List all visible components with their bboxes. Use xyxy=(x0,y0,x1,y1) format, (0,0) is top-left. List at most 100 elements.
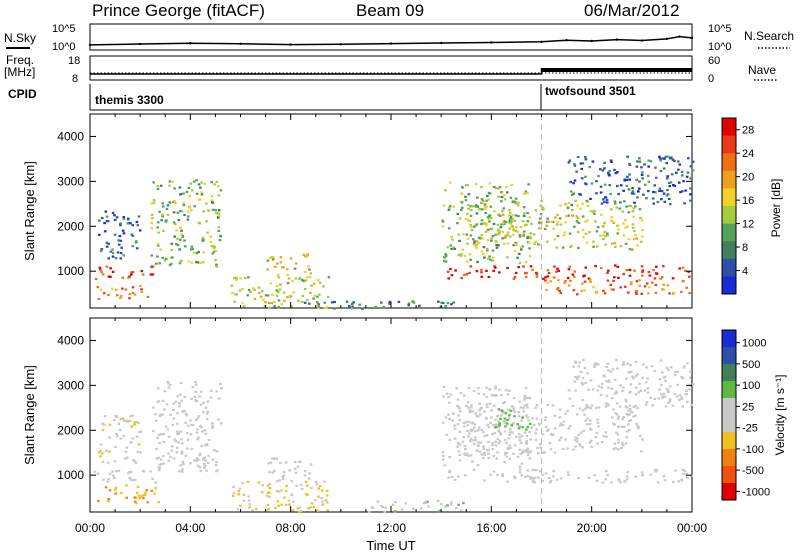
echo-cell xyxy=(494,418,497,421)
echo-cell xyxy=(677,168,680,171)
echo-cell xyxy=(581,215,585,218)
echo-cell xyxy=(641,438,644,441)
echo-cell xyxy=(522,214,526,217)
echo-cell xyxy=(464,453,467,456)
echo-cell xyxy=(592,285,595,289)
echo-cell xyxy=(101,273,105,276)
echo-cell xyxy=(213,183,216,186)
echo-cell xyxy=(277,490,281,493)
echo-cell xyxy=(566,205,570,208)
echo-cell xyxy=(640,450,643,453)
echo-cell xyxy=(131,437,135,440)
echo-cell xyxy=(508,214,511,217)
echo-cell xyxy=(151,217,154,220)
echo-cell xyxy=(310,502,314,505)
nsearch-tick-bottom: 10^0 xyxy=(708,41,732,53)
echo-cell xyxy=(133,293,137,296)
echo-cell xyxy=(603,221,606,224)
echo-cell xyxy=(680,397,684,400)
echo-cell xyxy=(419,507,423,510)
y-tick-label: 4000 xyxy=(57,333,84,347)
echo-cell xyxy=(576,155,580,159)
echo-cell xyxy=(140,270,144,273)
echo-cell xyxy=(172,457,176,460)
echo-cell xyxy=(685,472,688,475)
echo-cell xyxy=(108,423,112,426)
echo-cell xyxy=(466,424,470,427)
echo-cell xyxy=(204,406,208,409)
echo-cell xyxy=(469,437,473,441)
echo-cell xyxy=(545,224,549,227)
echo-cell xyxy=(467,420,471,423)
echo-cell xyxy=(652,269,655,272)
echo-cell xyxy=(613,168,616,171)
echo-cell xyxy=(575,170,578,173)
echo-cell xyxy=(177,441,180,444)
echo-cell xyxy=(447,227,451,230)
echo-cell xyxy=(471,238,475,241)
echo-cell xyxy=(115,470,118,473)
echo-cell xyxy=(275,289,279,292)
y-tick-label: 4000 xyxy=(57,129,84,143)
echo-cell xyxy=(596,226,600,229)
y-tick-label: 3000 xyxy=(57,378,84,392)
echo-cell xyxy=(645,401,649,404)
echo-cell xyxy=(459,443,462,446)
echo-cell xyxy=(141,273,145,276)
echo-cell xyxy=(641,228,644,232)
echo-cell xyxy=(253,288,256,291)
echo-cell xyxy=(635,292,638,295)
echo-cell xyxy=(181,460,185,464)
echo-cell xyxy=(477,426,481,429)
echo-cell xyxy=(638,157,641,160)
echo-cell xyxy=(204,432,207,435)
echo-cell xyxy=(683,365,686,368)
echo-cell xyxy=(490,394,494,397)
echo-cell xyxy=(318,485,322,488)
echo-cell xyxy=(552,227,555,230)
echo-cell xyxy=(475,414,478,417)
echo-cell xyxy=(533,481,536,484)
echo-cell xyxy=(528,397,532,400)
echo-cell xyxy=(512,452,515,455)
echo-cell xyxy=(647,270,651,274)
echo-cell xyxy=(482,447,486,450)
echo-cell xyxy=(492,470,496,473)
echo-cell xyxy=(564,221,567,224)
echo-cell xyxy=(496,414,500,417)
echo-cell xyxy=(647,165,650,168)
echo-cell xyxy=(672,291,676,294)
echo-cell xyxy=(508,211,512,214)
echo-cell xyxy=(444,254,448,257)
echo-cell xyxy=(632,405,636,408)
echo-cell xyxy=(456,404,459,407)
echo-cell xyxy=(504,451,507,454)
nsky-point xyxy=(389,42,393,45)
echo-cell xyxy=(667,368,670,371)
x-axis-label: Time UT xyxy=(366,538,415,553)
echo-cell xyxy=(644,381,648,384)
echo-cell xyxy=(525,403,529,406)
echo-cell xyxy=(516,230,520,233)
echo-cell xyxy=(661,371,664,374)
echo-cell xyxy=(523,398,526,401)
echo-cell xyxy=(645,366,648,369)
echo-cell xyxy=(463,445,467,448)
echo-cell xyxy=(466,237,470,240)
echo-cell xyxy=(678,393,682,397)
echo-cell xyxy=(469,428,473,431)
echo-cell xyxy=(138,431,141,434)
echo-cell xyxy=(645,282,649,285)
echo-cell xyxy=(312,506,315,509)
echo-cell xyxy=(457,475,460,478)
echo-cell xyxy=(107,275,111,278)
echo-cell xyxy=(636,196,639,199)
echo-cell xyxy=(174,202,177,205)
echo-cell xyxy=(172,417,176,420)
echo-cell xyxy=(300,300,304,303)
echo-cell xyxy=(114,486,118,489)
echo-cell xyxy=(590,182,594,185)
echo-cell xyxy=(508,433,511,437)
echo-cell xyxy=(672,184,675,187)
echo-cell xyxy=(286,268,289,271)
